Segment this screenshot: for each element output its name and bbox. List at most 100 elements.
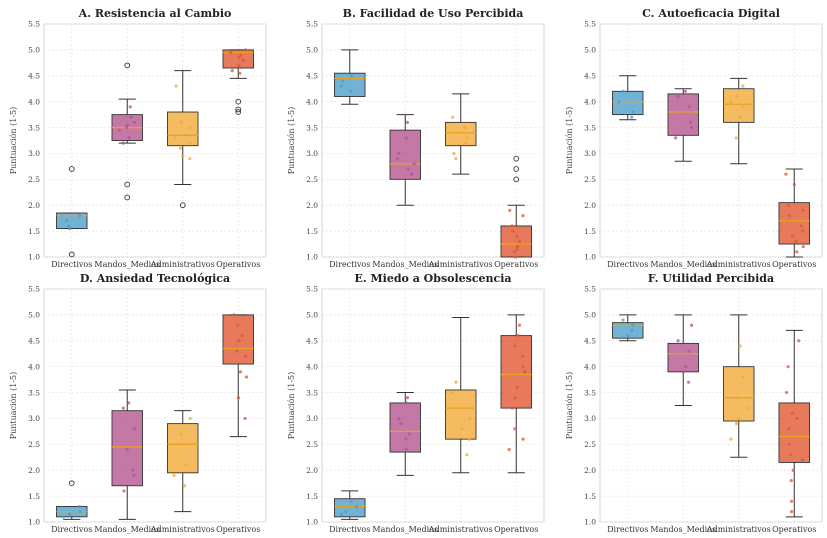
- x-tick-label: Mandos_Medios: [650, 260, 716, 269]
- data-point: [188, 141, 193, 145]
- outlier-point: [124, 62, 131, 69]
- data-point: [463, 125, 467, 130]
- y-tick-label: 5.0: [28, 46, 40, 55]
- y-axis-label: Puntuación (1-5): [565, 107, 574, 175]
- x-tick-label: Directivos: [51, 525, 92, 534]
- data-point: [454, 157, 458, 161]
- data-point: [521, 437, 525, 441]
- data-point: [188, 125, 192, 130]
- data-point: [122, 489, 126, 493]
- data-point: [339, 84, 344, 88]
- x-tick-label: Operativos: [772, 260, 816, 269]
- data-point: [235, 349, 239, 353]
- y-tick-label: 4.5: [306, 336, 318, 345]
- y-tick-label: 4.0: [28, 97, 40, 106]
- x-tick-label: Administrativos: [150, 525, 215, 534]
- y-tick-label: 5.5: [28, 285, 40, 294]
- data-point: [127, 136, 131, 140]
- y-tick-label: 1.0: [28, 518, 40, 527]
- data-point: [243, 354, 248, 358]
- x-tick-label: Administrativos: [150, 260, 215, 269]
- data-point: [734, 396, 739, 400]
- y-axis-label: Puntuación (1-5): [9, 107, 18, 175]
- y-tick-label: 2.0: [306, 466, 318, 475]
- x-tick-label: Mandos_Medios: [372, 525, 438, 534]
- data-point: [729, 100, 733, 104]
- data-point: [341, 79, 345, 83]
- data-point: [734, 422, 739, 426]
- data-point: [741, 105, 745, 109]
- y-tick-label: 3.0: [28, 149, 40, 158]
- data-point: [513, 396, 517, 400]
- y-tick-label: 1.0: [584, 518, 596, 527]
- data-point: [397, 151, 401, 156]
- data-point: [238, 71, 242, 75]
- data-point: [407, 432, 411, 436]
- data-point: [465, 453, 469, 457]
- data-point: [184, 463, 188, 467]
- outlier-point: [68, 251, 75, 258]
- x-tick-label: Directivos: [607, 260, 648, 269]
- y-tick-label: 1.0: [306, 253, 318, 262]
- data-point: [172, 442, 177, 446]
- data-point: [125, 447, 129, 452]
- data-point: [131, 468, 135, 472]
- data-point: [464, 141, 468, 145]
- data-point: [127, 401, 131, 405]
- x-tick-label: Operativos: [216, 260, 260, 269]
- y-tick-label: 4.0: [584, 362, 596, 371]
- data-point: [409, 172, 414, 176]
- data-point: [395, 157, 399, 161]
- data-point: [188, 416, 192, 421]
- data-point: [676, 339, 680, 343]
- data-point: [787, 213, 791, 218]
- data-point: [689, 323, 694, 327]
- data-point: [172, 473, 176, 477]
- x-tick-label: Directivos: [51, 260, 92, 269]
- data-point: [132, 427, 136, 431]
- box-administrativos: [167, 423, 199, 474]
- y-tick-label: 4.0: [584, 97, 596, 106]
- data-point: [797, 339, 801, 343]
- box-administrativos: [723, 88, 755, 123]
- y-tick-label: 2.0: [28, 201, 40, 210]
- data-point: [515, 245, 520, 249]
- data-point: [125, 125, 129, 130]
- data-point: [787, 427, 791, 431]
- data-point: [794, 239, 798, 244]
- data-point: [452, 151, 456, 156]
- data-point: [188, 157, 192, 161]
- x-tick-label: Mandos_Medios: [94, 525, 160, 534]
- data-point: [789, 499, 794, 503]
- outlier-point: [235, 98, 242, 105]
- y-tick-label: 3.5: [584, 388, 596, 397]
- box-operativos: [778, 202, 810, 245]
- data-point: [228, 50, 233, 55]
- data-point: [236, 396, 241, 400]
- x-tick-label: Mandos_Medios: [372, 260, 438, 269]
- data-point: [512, 250, 517, 254]
- chart-panel-0: 1.0 1.5 2.0 2.5 3.0 3.5 4.0 4.5 5.0 5.5 A. Resiste…: [9, 7, 267, 269]
- box-operativos: [500, 335, 532, 409]
- data-point: [178, 146, 182, 150]
- data-point: [344, 510, 348, 514]
- panel-title: A. Resistencia al Cambio: [78, 7, 232, 20]
- data-point: [787, 442, 791, 446]
- outlier-point: [124, 194, 131, 201]
- data-point: [61, 515, 65, 519]
- data-point: [787, 203, 791, 207]
- y-axis-label: Puntuación (1-5): [9, 372, 18, 440]
- data-point: [78, 213, 82, 218]
- outlier-point: [235, 109, 242, 115]
- data-point: [515, 234, 519, 238]
- data-point: [789, 478, 793, 483]
- y-tick-label: 5.0: [584, 46, 596, 55]
- y-tick-label: 1.5: [306, 492, 318, 501]
- data-point: [621, 318, 625, 322]
- data-point: [397, 416, 401, 421]
- x-tick-label: Administrativos: [706, 525, 771, 534]
- data-point: [792, 182, 796, 187]
- y-tick-label: 5.0: [306, 46, 318, 55]
